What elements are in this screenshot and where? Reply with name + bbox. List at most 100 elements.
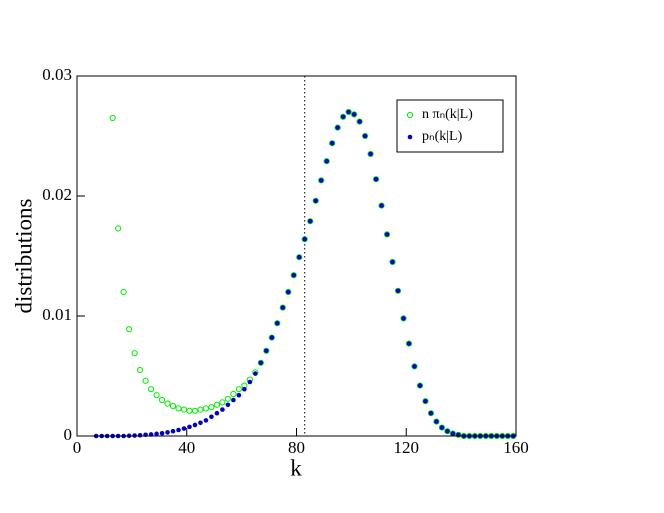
point [372, 176, 380, 183]
point [427, 410, 435, 417]
point [329, 140, 336, 147]
point [362, 133, 368, 139]
point [169, 402, 177, 410]
point [264, 348, 269, 354]
point [417, 383, 423, 388]
legend-label: pₙ(k|L) [422, 129, 463, 144]
point [346, 109, 351, 115]
point [340, 114, 346, 120]
y-tick-label: 0.01 [42, 305, 72, 324]
point [318, 177, 325, 184]
point [214, 410, 220, 416]
point [384, 232, 390, 237]
point [175, 405, 182, 412]
point [242, 386, 247, 392]
legend-label: n πₙ(k|L) [422, 107, 473, 122]
point [394, 287, 402, 294]
point [159, 430, 165, 436]
point [181, 426, 187, 431]
point [351, 112, 357, 117]
point [433, 418, 440, 425]
point [445, 428, 450, 434]
point [208, 404, 215, 411]
point [202, 405, 210, 412]
point [236, 392, 242, 398]
point [253, 371, 258, 376]
plot-frame [76, 75, 517, 437]
point [411, 363, 418, 370]
point [323, 158, 330, 165]
point [361, 132, 369, 140]
point [197, 406, 204, 413]
point [274, 320, 280, 326]
point [285, 289, 291, 295]
point [400, 315, 407, 322]
x-tick-label: 0 [73, 438, 82, 457]
point [290, 272, 297, 279]
point [247, 379, 253, 385]
point [137, 432, 143, 438]
x-tick-label: 160 [503, 438, 529, 457]
point [444, 428, 451, 435]
y-axis-label: distributions [11, 198, 36, 313]
point [231, 397, 236, 403]
point [131, 350, 138, 357]
point [291, 272, 297, 278]
legend-marker [406, 111, 414, 119]
point [187, 424, 192, 430]
point [368, 151, 373, 157]
point [423, 398, 428, 404]
point [312, 197, 319, 204]
point [455, 431, 462, 438]
point [137, 366, 144, 374]
point [395, 288, 401, 294]
point [257, 359, 264, 366]
point [450, 431, 456, 436]
y-tick-label: 0.03 [42, 65, 72, 84]
point [115, 225, 122, 232]
point [416, 382, 424, 389]
point [318, 178, 324, 183]
point [401, 316, 406, 321]
y-tick-label: 0 [64, 425, 73, 444]
point [198, 420, 203, 426]
point [329, 140, 335, 146]
point [345, 108, 352, 116]
point [285, 288, 292, 296]
point [301, 236, 308, 243]
point [268, 334, 275, 341]
point [390, 259, 395, 265]
point [340, 113, 347, 120]
point [213, 401, 221, 408]
point [170, 428, 176, 434]
legend-marker [407, 134, 413, 140]
point [142, 377, 149, 384]
point [367, 150, 374, 158]
point [428, 410, 434, 416]
point [313, 198, 319, 204]
point [379, 203, 384, 208]
point [209, 414, 214, 420]
point [438, 424, 446, 431]
point [334, 124, 341, 131]
point [351, 111, 358, 118]
point [191, 407, 199, 414]
point [219, 399, 226, 406]
point [422, 398, 429, 405]
point [279, 304, 286, 311]
point [154, 431, 159, 437]
point [192, 422, 198, 428]
point [296, 254, 303, 261]
point [164, 400, 171, 407]
point [405, 340, 413, 347]
point [356, 118, 363, 125]
point [153, 392, 160, 399]
point [220, 407, 225, 412]
point [274, 320, 281, 327]
point [180, 406, 188, 413]
point [230, 390, 237, 398]
point [335, 125, 340, 130]
point [412, 364, 417, 369]
point [120, 288, 127, 296]
